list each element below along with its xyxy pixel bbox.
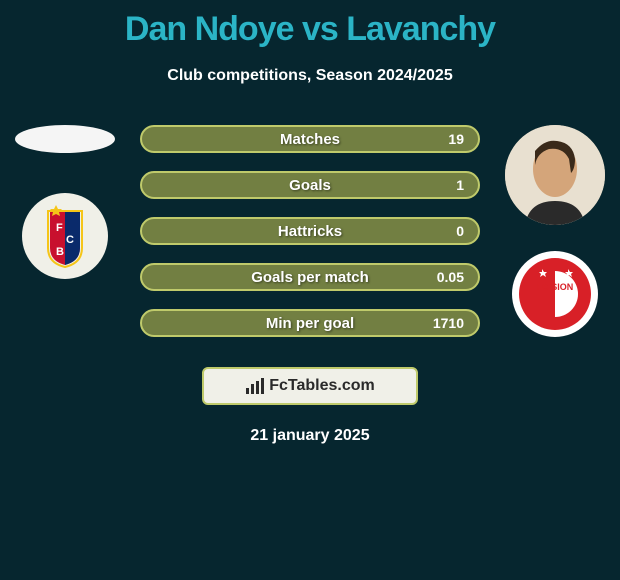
player-right-column: FC SION: [500, 125, 610, 337]
svg-text:F: F: [56, 222, 63, 234]
stat-bar: Matches 19: [140, 125, 480, 153]
player-left-column: F C B: [10, 125, 120, 279]
bar-chart-icon: [245, 378, 265, 394]
page-title: Dan Ndoye vs Lavanchy: [0, 0, 620, 49]
watermark-text: FcTables.com: [269, 377, 375, 395]
stat-label: Goals: [289, 177, 331, 194]
content-area: F C B: [0, 125, 620, 337]
svg-text:FC SION: FC SION: [537, 282, 574, 292]
stat-label: Matches: [280, 131, 340, 148]
club-right-logo: FC SION: [512, 251, 598, 337]
stat-label: Hattricks: [278, 223, 342, 240]
fc-sion-icon: FC SION: [512, 251, 598, 337]
stat-value-right: 0: [456, 223, 464, 239]
stat-bar: Min per goal 1710: [140, 309, 480, 337]
stat-bar: Hattricks 0: [140, 217, 480, 245]
svg-text:C: C: [66, 234, 74, 246]
stat-value-right: 0.05: [437, 269, 464, 285]
stat-value-right: 1: [456, 177, 464, 193]
date-label: 21 january 2025: [0, 427, 620, 445]
stat-bar: Goals 1: [140, 171, 480, 199]
subtitle: Club competitions, Season 2024/2025: [0, 67, 620, 85]
stat-label: Min per goal: [266, 315, 354, 332]
stat-label: Goals per match: [251, 269, 369, 286]
stat-value-right: 1710: [433, 315, 464, 331]
player-silhouette-icon: [505, 125, 605, 225]
player-left-avatar: [15, 125, 115, 153]
stat-bar: Goals per match 0.05: [140, 263, 480, 291]
watermark[interactable]: FcTables.com: [202, 367, 418, 405]
club-left-logo: F C B: [22, 193, 108, 279]
svg-text:B: B: [56, 246, 64, 258]
stat-value-right: 19: [448, 131, 464, 147]
stat-bars: Matches 19 Goals 1 Hattricks 0 Goals per match…: [140, 125, 480, 337]
fc-basel-icon: F C B: [22, 193, 108, 279]
comparison-card: Dan Ndoye vs Lavanchy Club competitions,…: [0, 0, 620, 580]
player-right-avatar: [505, 125, 605, 225]
